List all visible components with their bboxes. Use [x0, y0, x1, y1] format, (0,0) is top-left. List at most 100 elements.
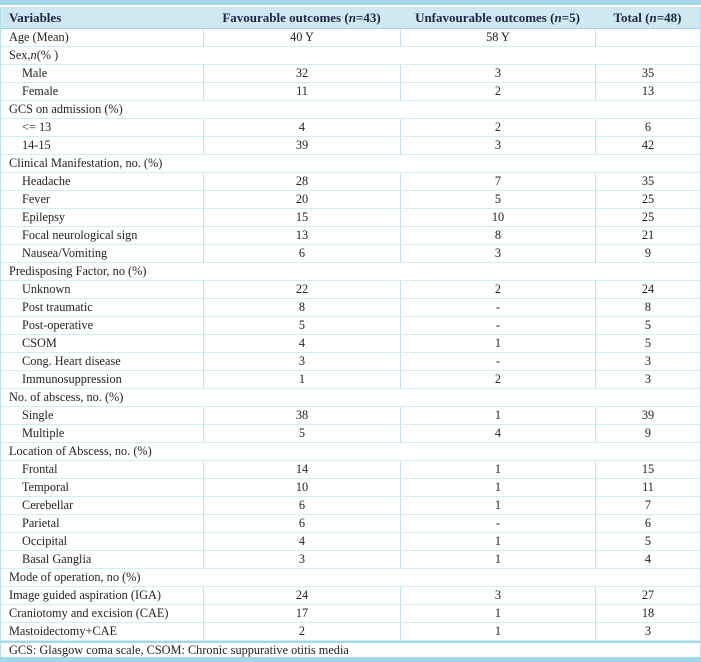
cell-total: 8 [595, 299, 700, 316]
table-row: Male 32 3 35 [1, 65, 700, 83]
cell-total: 13 [595, 83, 700, 100]
top-border-band [0, 0, 701, 5]
section-label: Clinical Manifestation, no. (%) [1, 155, 700, 172]
cell-favourable: 3 [203, 551, 400, 568]
label-text: =5) [561, 9, 580, 25]
label-text: Unfavourable outcomes ( [415, 9, 555, 25]
cell-total: 42 [595, 137, 700, 154]
label-text: Frontal [22, 462, 58, 476]
italic-n: n [348, 9, 356, 25]
table-row: Immunosuppression 1 2 3 [1, 371, 700, 389]
cell-total: 27 [595, 587, 700, 604]
cell-variable: Focal neurological sign [1, 227, 203, 244]
table-row: Temporal 10 1 11 [1, 479, 700, 497]
cell-favourable: 22 [203, 281, 400, 298]
table-row: Cong. Heart disease 3-3 [1, 353, 700, 371]
label-text: Focal neurological sign [22, 228, 138, 242]
cell-variable: Post traumatic [1, 299, 203, 316]
section-row: Mode of operation, no (%) [1, 569, 700, 587]
cell-total: 21 [595, 227, 700, 244]
cell-favourable: 24 [203, 587, 400, 604]
table-footnote-row: GCS: Glasgow coma scale, CSOM: Chronic s… [1, 641, 700, 657]
cell-favourable: 11 [203, 83, 400, 100]
label-text: Total ( [613, 9, 650, 25]
section-label: Mode of operation, no (%) [1, 569, 700, 586]
table-row: 14-15 39 3 42 [1, 137, 700, 155]
cell-favourable: 4 [203, 533, 400, 550]
cell-total: 7 [595, 497, 700, 514]
label-text: Post traumatic [22, 300, 93, 314]
label-text: Variables [9, 9, 62, 25]
footnote-text: GCS: Glasgow coma scale, CSOM: Chronic s… [9, 642, 349, 657]
cell-variable: Occipital [1, 533, 203, 550]
cell-unfavourable: 3 [400, 587, 595, 604]
cell-favourable: 14 [203, 461, 400, 478]
label-text: Occipital [22, 534, 68, 548]
cell-total: 5 [595, 335, 700, 352]
table-row: Unknown 22 2 24 [1, 281, 700, 299]
section-label: Predisposing Factor, no (%) [1, 263, 700, 280]
cell-favourable: 10 [203, 479, 400, 496]
label-text: Mastoidectomy+CAE [9, 624, 118, 638]
cell-unfavourable: 1 [400, 623, 595, 640]
cell-variable: Post-operative [1, 317, 203, 334]
section-label: No. of abscess, no. (%) [1, 389, 700, 406]
bottom-border-band [0, 657, 701, 662]
cell-favourable: 28 [203, 173, 400, 190]
label-text: Mode of operation, no (%) [9, 570, 141, 584]
label-text: 14-15 [22, 138, 51, 152]
cell-unfavourable: 8 [400, 227, 595, 244]
cell-total: 5 [595, 317, 700, 334]
cell-unfavourable: 58 Y [400, 29, 595, 46]
label-text: Parietal [22, 516, 60, 530]
cell-favourable: 3 [203, 353, 400, 370]
cell-total: 6 [595, 515, 700, 532]
section-row: Clinical Manifestation, no. (%) [1, 155, 700, 173]
table-row: Parietal 6-6 [1, 515, 700, 533]
table-row: CSOM 4 1 5 [1, 335, 700, 353]
label-text: Female [22, 84, 59, 98]
cell-total: 3 [595, 353, 700, 370]
cell-favourable: 4 [203, 119, 400, 136]
cell-variable: Single [1, 407, 203, 424]
cell-variable: Basal Ganglia [1, 551, 203, 568]
cell-total: 3 [595, 623, 700, 640]
cell-variable: Nausea/Vomiting [1, 245, 203, 262]
cell-total [595, 29, 700, 46]
cell-variable: Frontal [1, 461, 203, 478]
italic-n: n [649, 9, 657, 25]
cell-unfavourable: 3 [400, 65, 595, 82]
cell-unfavourable: 1 [400, 497, 595, 514]
cell-unfavourable: 7 [400, 173, 595, 190]
label-text: Immunosuppression [22, 372, 122, 386]
cell-total: 25 [595, 191, 700, 208]
table-row: Age (Mean) 40 Y 58 Y [1, 29, 700, 47]
table-row: Cerebellar 6 1 7 [1, 497, 700, 515]
cell-favourable: 38 [203, 407, 400, 424]
section-label: Sex, n (% ) [1, 47, 700, 64]
cell-favourable: 20 [203, 191, 400, 208]
cell-unfavourable: - [400, 515, 595, 532]
table-inner: Variables Favourable outcomes (n=43) Unfav… [0, 7, 701, 657]
table-row: Nausea/Vomiting 6 3 9 [1, 245, 700, 263]
label-text: Basal Ganglia [22, 552, 92, 566]
cell-unfavourable: 3 [400, 137, 595, 154]
section-row: GCS on admission (%) [1, 101, 700, 119]
table-row: Epilepsy 15 10 25 [1, 209, 700, 227]
label-text: Image guided aspiration (IGA) [9, 588, 161, 602]
table-row: Single 38 1 39 [1, 407, 700, 425]
column-header-total: Total (n=48) [595, 10, 700, 26]
cell-variable: Cong. Heart disease [1, 353, 203, 370]
cell-favourable: 6 [203, 245, 400, 262]
label-text: CSOM [22, 336, 57, 350]
cell-variable: Age (Mean) [1, 29, 203, 46]
cell-favourable: 8 [203, 299, 400, 316]
label-text: =43) [355, 9, 381, 25]
column-header-variables: Variables [1, 10, 203, 26]
cell-unfavourable: 1 [400, 551, 595, 568]
section-row: No. of abscess, no. (%) [1, 389, 700, 407]
cell-variable: Parietal [1, 515, 203, 532]
cell-variable: Headache [1, 173, 203, 190]
cell-total: 18 [595, 605, 700, 622]
cell-unfavourable: 1 [400, 335, 595, 352]
